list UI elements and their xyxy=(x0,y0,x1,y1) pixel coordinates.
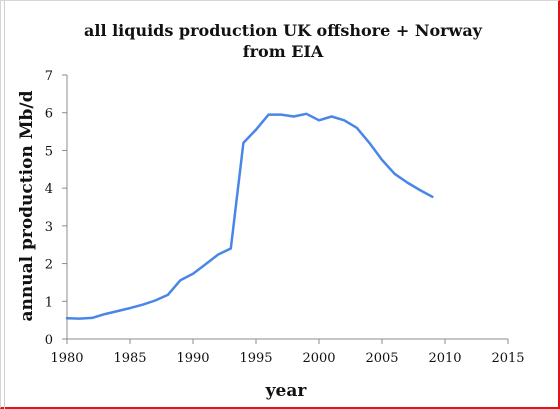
x-axis-title: year xyxy=(265,381,308,401)
y-axis-title: annual production Mb/d xyxy=(17,90,37,321)
y-tick-label: 7 xyxy=(45,69,53,84)
x-tick-label: 2015 xyxy=(491,351,524,366)
x-tick-label: 2000 xyxy=(302,351,335,366)
axes xyxy=(62,74,509,344)
chart-title-line-2: from EIA xyxy=(243,42,324,61)
x-tick-label: 2005 xyxy=(365,351,398,366)
tick-labels: 0 1 2 3 4 5 6 7 1980 1985 1990 1995 2000 2005 2010 2015 xyxy=(45,69,525,366)
frame-divider xyxy=(4,0,5,409)
series-layer xyxy=(65,112,434,320)
y-tick-label: 3 xyxy=(45,220,53,235)
x-tick-label: 1985 xyxy=(113,351,146,366)
y-tick-label: 0 xyxy=(45,333,53,348)
x-tick-label: 1995 xyxy=(239,351,272,366)
y-tick-label: 2 xyxy=(45,258,53,273)
chart-title-line-1: all liquids production UK offshore + Nor… xyxy=(84,21,483,40)
y-tick-label: 5 xyxy=(45,144,53,159)
x-tick-label: 1990 xyxy=(176,351,209,366)
series-line-0 xyxy=(65,112,434,320)
y-tick-label: 6 xyxy=(45,107,53,122)
y-tick-label: 1 xyxy=(45,295,53,310)
x-tick-label: 2010 xyxy=(428,351,461,366)
y-tick-label: 4 xyxy=(45,182,53,197)
x-tick-label: 1980 xyxy=(50,351,83,366)
